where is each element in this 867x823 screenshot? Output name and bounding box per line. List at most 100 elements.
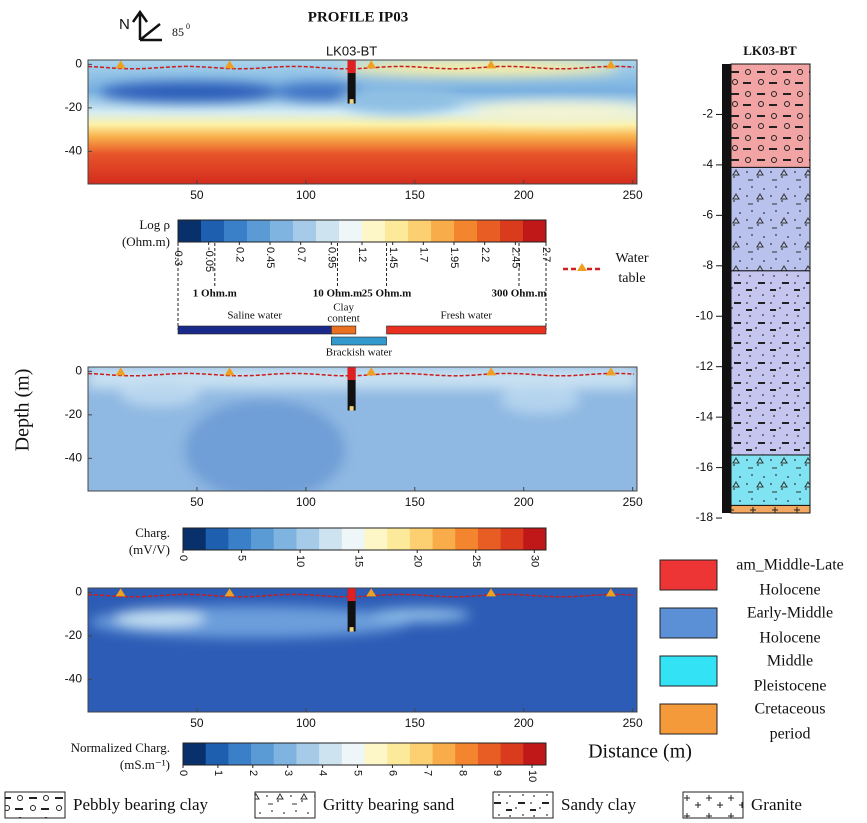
colorbar-tick-label: 5 — [236, 555, 248, 561]
zone-label: Fresh water — [440, 310, 492, 322]
x-tick-label: 100 — [296, 495, 316, 509]
colorbar-swatch — [342, 743, 365, 765]
borehole-tip — [350, 627, 354, 631]
lithology-label: Granite — [751, 795, 802, 814]
normalized-chargeability-section — [88, 588, 637, 712]
resistivity-section — [88, 60, 650, 184]
colorbar-tick-label: 1.7 — [417, 247, 429, 262]
colorbar-swatch — [228, 743, 251, 765]
colorbar-tick-label: 0.95 — [325, 247, 337, 268]
y-tick-label: 0 — [75, 585, 82, 599]
colorbar-tick-label: 4 — [317, 770, 329, 776]
x-tick-label: 50 — [190, 495, 204, 509]
colorbar-swatch — [183, 528, 206, 550]
log-tick-label: -18 — [696, 510, 714, 524]
colorbar-tick-label: 10 — [526, 770, 538, 782]
log-tick-label: -6 — [702, 208, 713, 222]
colorbar-swatch — [523, 220, 547, 242]
colorbar-tick-label: 1 — [212, 770, 224, 776]
unit-label: Holocene — [759, 582, 820, 599]
colorbar-label: (mS.m⁻¹) — [120, 757, 170, 772]
colorbar-swatch — [433, 743, 456, 765]
north-arrow: N 85 0 — [119, 12, 190, 40]
note-label: 25 Ohm.m — [362, 288, 412, 300]
log-pattern — [731, 167, 810, 270]
y-tick-label: -40 — [65, 672, 83, 686]
colorbar-tick-label: 10 — [294, 555, 306, 567]
colorbar-swatch — [362, 220, 386, 242]
colorbar-swatch — [251, 528, 274, 550]
log-tick-label: -14 — [696, 409, 714, 423]
lithology-swatch — [255, 792, 315, 818]
water-table-label: Water — [615, 251, 648, 266]
x-tick-label: 50 — [190, 188, 204, 202]
lithology-swatch — [683, 792, 743, 818]
figure: N 85 0 PROFILE IP03 Depth (m) Distance (… — [0, 0, 867, 823]
lithology-swatch — [5, 792, 65, 818]
y-tick-label: -20 — [65, 628, 83, 642]
zone-bar — [387, 326, 546, 334]
colorbar-swatch — [247, 220, 271, 242]
colorbar-swatch — [365, 743, 388, 765]
colorbar-tick-label: 3 — [282, 770, 294, 776]
x-tick-label: 250 — [623, 716, 643, 730]
log-pattern — [731, 271, 810, 455]
unit-label: Middle — [767, 653, 813, 670]
zone-bar — [178, 326, 331, 334]
colorbar-tick-label: 6 — [387, 770, 399, 776]
note-label: 1 Ohm.m — [193, 288, 237, 300]
log-title: LK03-BT — [743, 43, 797, 58]
y-tick-label: -40 — [65, 144, 83, 158]
colorbar-tick-label: -0.05 — [203, 247, 215, 272]
azimuth-degree: 0 — [186, 22, 190, 31]
colorbar-swatch — [478, 528, 501, 550]
colorbar-swatch — [339, 220, 363, 242]
x-tick-label: 200 — [514, 716, 534, 730]
borehole-tip — [350, 406, 354, 410]
colorbar-tick-label: 0.45 — [264, 247, 276, 268]
zone-label: Saline water — [227, 310, 282, 322]
log-tick-label: -12 — [696, 359, 714, 373]
note-label: 300 Ohm.m — [492, 288, 547, 300]
zone-bar — [331, 337, 386, 345]
y-tick-label: -40 — [65, 451, 83, 465]
colorbar-swatch — [183, 743, 206, 765]
zone-bar — [331, 326, 356, 334]
unit-swatch — [660, 608, 717, 638]
colorbar-swatch — [477, 220, 501, 242]
y-tick-label: 0 — [75, 364, 82, 378]
x-tick-label: 150 — [405, 495, 425, 509]
colorbar-swatch — [178, 220, 202, 242]
log-tick-label: -8 — [702, 258, 713, 272]
log-pattern — [731, 505, 810, 513]
colorbar-swatch — [274, 528, 297, 550]
log-tick-label: -4 — [702, 157, 713, 171]
unit-label: Early-Middle — [747, 605, 833, 622]
colorbar-tick-label: 30 — [528, 555, 540, 567]
colorbar-swatch — [342, 528, 365, 550]
log-pattern — [731, 455, 810, 505]
colorbar-tick-label: 2.45 — [509, 247, 521, 268]
colorbar-swatch — [385, 220, 409, 242]
north-symbol — [133, 12, 162, 40]
colorbar-tick-label: 0.7 — [295, 247, 307, 262]
colorbar-tick-label: 1.2 — [356, 247, 368, 262]
lithology-label: Gritty bearing sand — [323, 795, 455, 814]
colorbar-swatch — [206, 743, 229, 765]
colorbar-swatch — [431, 220, 455, 242]
colorbar-tick-label: 0 — [177, 555, 189, 561]
colorbar-swatch — [319, 528, 342, 550]
colorbar-tick-label: 5 — [352, 770, 364, 776]
colorbar-swatch — [387, 743, 410, 765]
colorbar-swatch — [270, 220, 294, 242]
colorbar-tick-label: 15 — [353, 555, 365, 567]
log-tick-label: -2 — [702, 107, 713, 121]
zone-label: content — [327, 313, 359, 325]
water-table-label: table — [618, 271, 645, 286]
log-depth-bar — [722, 64, 731, 513]
unit-swatch — [660, 704, 717, 734]
x-tick-label: 150 — [405, 188, 425, 202]
colorbar-swatch — [228, 528, 251, 550]
colorbar-swatch — [433, 528, 456, 550]
borehole-top — [348, 588, 356, 601]
